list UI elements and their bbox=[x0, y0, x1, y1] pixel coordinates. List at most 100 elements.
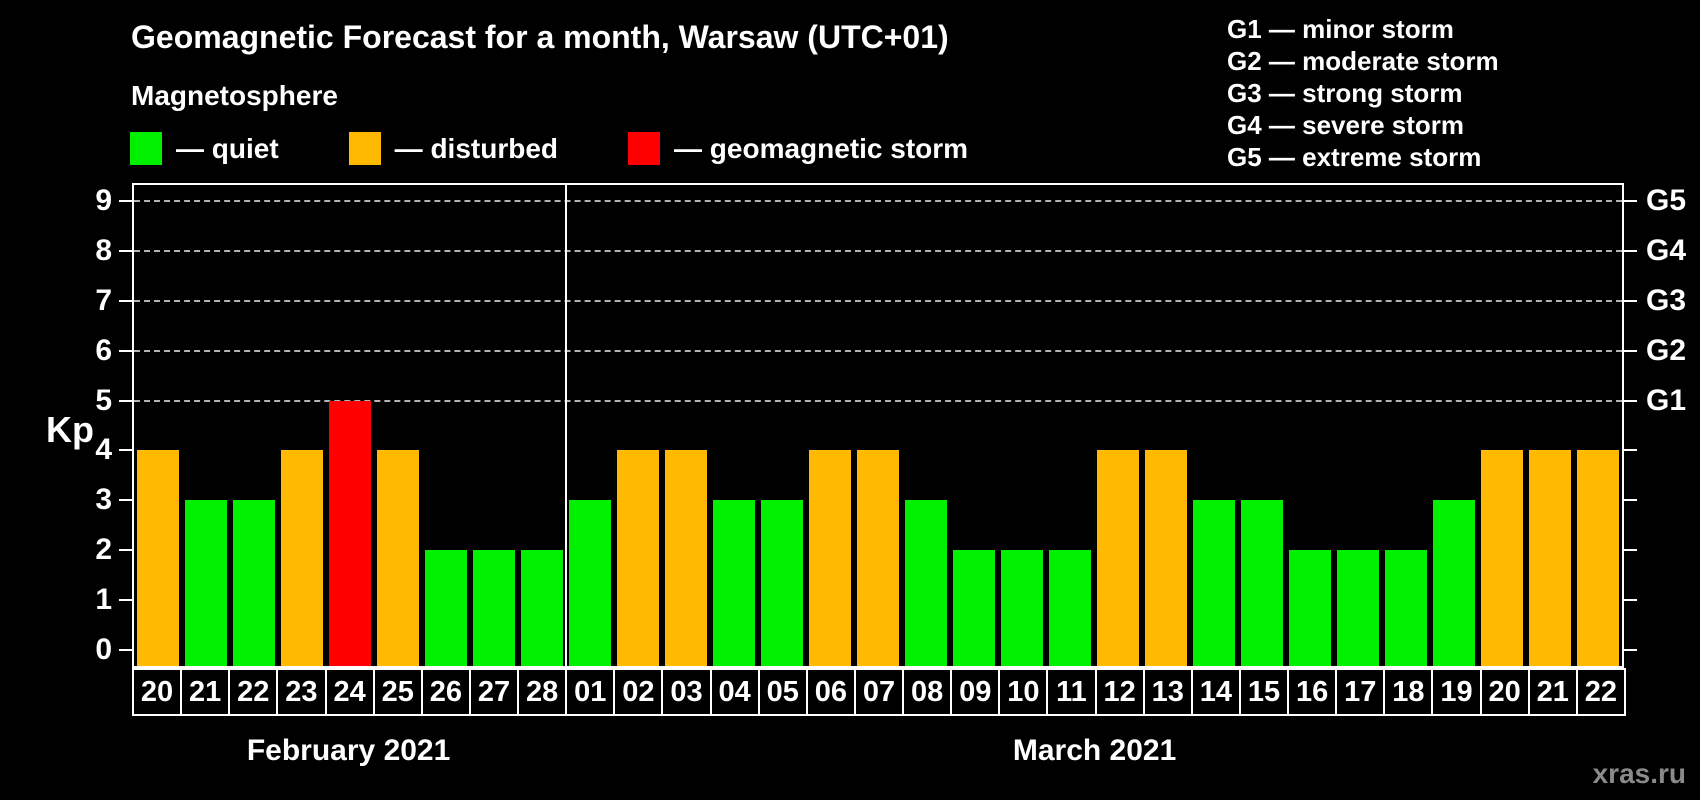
chart-title: Geomagnetic Forecast for a month, Warsaw… bbox=[131, 19, 949, 55]
kp-axis-tick-left bbox=[119, 249, 132, 252]
g-legend-row-2: G2 — moderate storm bbox=[1227, 46, 1499, 76]
kp-bar-30 bbox=[1577, 450, 1619, 666]
kp-bar-24 bbox=[1289, 550, 1331, 666]
kp-bar-15 bbox=[857, 450, 899, 666]
kp-tick-label-7: 7 bbox=[95, 283, 112, 317]
kp-bar-1 bbox=[185, 500, 227, 666]
kp-axis-tick-right bbox=[1624, 199, 1637, 202]
kp-bar-11 bbox=[665, 450, 707, 666]
date-cell: 07 bbox=[853, 668, 903, 716]
date-cell: 19 bbox=[1431, 668, 1480, 716]
g-axis-label-g4: G4 bbox=[1646, 233, 1687, 267]
legend-item-storm: — geomagnetic storm bbox=[628, 132, 968, 165]
kp-axis-tick-right bbox=[1624, 599, 1637, 602]
kp-bar-7 bbox=[473, 550, 515, 666]
kp-axis-tick-left bbox=[119, 599, 132, 602]
date-cell: 10 bbox=[998, 668, 1047, 716]
legend-label-disturbed: — disturbed bbox=[394, 132, 559, 164]
date-cell: 20 bbox=[132, 668, 181, 716]
kp-tick-label-8: 8 bbox=[95, 233, 112, 267]
kp-bar-2 bbox=[233, 500, 275, 666]
quiet-swatch-icon bbox=[130, 132, 162, 165]
gridline-g5 bbox=[134, 199, 1622, 202]
kp-bar-29 bbox=[1529, 450, 1571, 666]
chart-subtitle: Magnetosphere bbox=[131, 80, 338, 111]
g-axis-label-g3: G3 bbox=[1646, 283, 1687, 317]
kp-bar-17 bbox=[953, 550, 995, 666]
gridline-g3 bbox=[134, 299, 1622, 302]
month-separator-line bbox=[565, 185, 567, 666]
date-cell: 26 bbox=[420, 668, 469, 716]
kp-tick-label-0: 0 bbox=[95, 633, 112, 666]
kp-axis-tick-left bbox=[119, 399, 132, 402]
gridline-g2 bbox=[134, 349, 1622, 352]
kp-bar-21 bbox=[1145, 450, 1187, 666]
kp-bar-19 bbox=[1049, 550, 1091, 666]
g-axis-label-g1: G1 bbox=[1646, 383, 1687, 417]
kp-bar-4 bbox=[329, 400, 371, 666]
date-cell: 18 bbox=[1383, 668, 1432, 716]
gridline-g4 bbox=[134, 249, 1622, 252]
date-cell: 15 bbox=[1238, 668, 1288, 716]
g-legend-row-3: G3 — strong storm bbox=[1227, 78, 1463, 108]
kp-bar-14 bbox=[809, 450, 851, 666]
kp-axis-tick-left bbox=[119, 649, 132, 651]
date-cell: 21 bbox=[1527, 668, 1576, 716]
kp-bar-25 bbox=[1337, 550, 1379, 666]
kp-axis-tick-right bbox=[1624, 399, 1637, 402]
kp-axis-tick-left bbox=[119, 449, 132, 452]
kp-axis-tick-right bbox=[1624, 549, 1637, 552]
kp-axis-tick-left bbox=[119, 299, 132, 302]
month-label-1: March 2021 bbox=[1012, 734, 1177, 767]
g-scale-legend: G1 — minor storm G2 — moderate storm G3 — … bbox=[1227, 13, 1499, 173]
legend-label-quiet: — quiet bbox=[176, 132, 279, 164]
legend-label-storm: — geomagnetic storm bbox=[674, 132, 969, 164]
date-cell: 01 bbox=[565, 668, 614, 716]
kp-tick-label-5: 5 bbox=[95, 383, 112, 417]
kp-axis-tick-right bbox=[1624, 349, 1637, 352]
kp-tick-label-3: 3 bbox=[95, 483, 112, 517]
kp-tick-label-1: 1 bbox=[95, 583, 112, 617]
kp-bar-6 bbox=[425, 550, 467, 666]
kp-bar-28 bbox=[1481, 450, 1523, 666]
kp-bar-0 bbox=[137, 450, 179, 666]
date-cell: 23 bbox=[276, 668, 325, 716]
disturbed-swatch-icon bbox=[348, 132, 381, 165]
date-cell: 05 bbox=[757, 668, 806, 716]
date-cell: 12 bbox=[1094, 668, 1143, 716]
date-cell: 17 bbox=[1335, 668, 1384, 716]
month-label-0: February 2021 bbox=[246, 734, 451, 767]
date-cell: 24 bbox=[324, 668, 373, 716]
date-cell: 27 bbox=[468, 668, 518, 716]
kp-bar-18 bbox=[1001, 550, 1043, 666]
plot-area bbox=[132, 183, 1624, 668]
date-cell: 13 bbox=[1142, 668, 1191, 716]
kp-axis-tick-left bbox=[119, 549, 132, 552]
kp-bar-22 bbox=[1193, 500, 1235, 666]
date-cell: 22 bbox=[228, 668, 277, 716]
storm-swatch-icon bbox=[628, 132, 661, 165]
kp-bar-3 bbox=[281, 450, 323, 666]
kp-bar-13 bbox=[761, 500, 803, 666]
y-axis-title: Kp bbox=[46, 409, 94, 450]
date-cell: 03 bbox=[661, 668, 710, 716]
g-legend-row-4: G4 — severe storm bbox=[1227, 110, 1465, 140]
date-cell: 21 bbox=[180, 668, 229, 716]
kp-axis-tick-right bbox=[1624, 499, 1637, 502]
kp-bar-16 bbox=[905, 500, 947, 666]
date-cell: 22 bbox=[1575, 668, 1626, 716]
kp-axis-tick-right bbox=[1624, 299, 1637, 302]
date-cell: 09 bbox=[950, 668, 999, 716]
legend-item-disturbed: — disturbed bbox=[348, 132, 559, 165]
kp-axis-tick-left bbox=[119, 499, 132, 502]
date-cell: 08 bbox=[902, 668, 951, 716]
g-legend-row-5: G5 — extreme storm bbox=[1227, 142, 1482, 172]
kp-tick-label-2: 2 bbox=[95, 533, 112, 567]
g-axis-label-g2: G2 bbox=[1646, 333, 1687, 367]
kp-bar-5 bbox=[377, 450, 419, 666]
date-cell: 25 bbox=[372, 668, 421, 716]
kp-bar-23 bbox=[1241, 500, 1283, 666]
kp-tick-label-4: 4 bbox=[95, 433, 112, 467]
kp-axis-tick-left bbox=[119, 349, 132, 352]
